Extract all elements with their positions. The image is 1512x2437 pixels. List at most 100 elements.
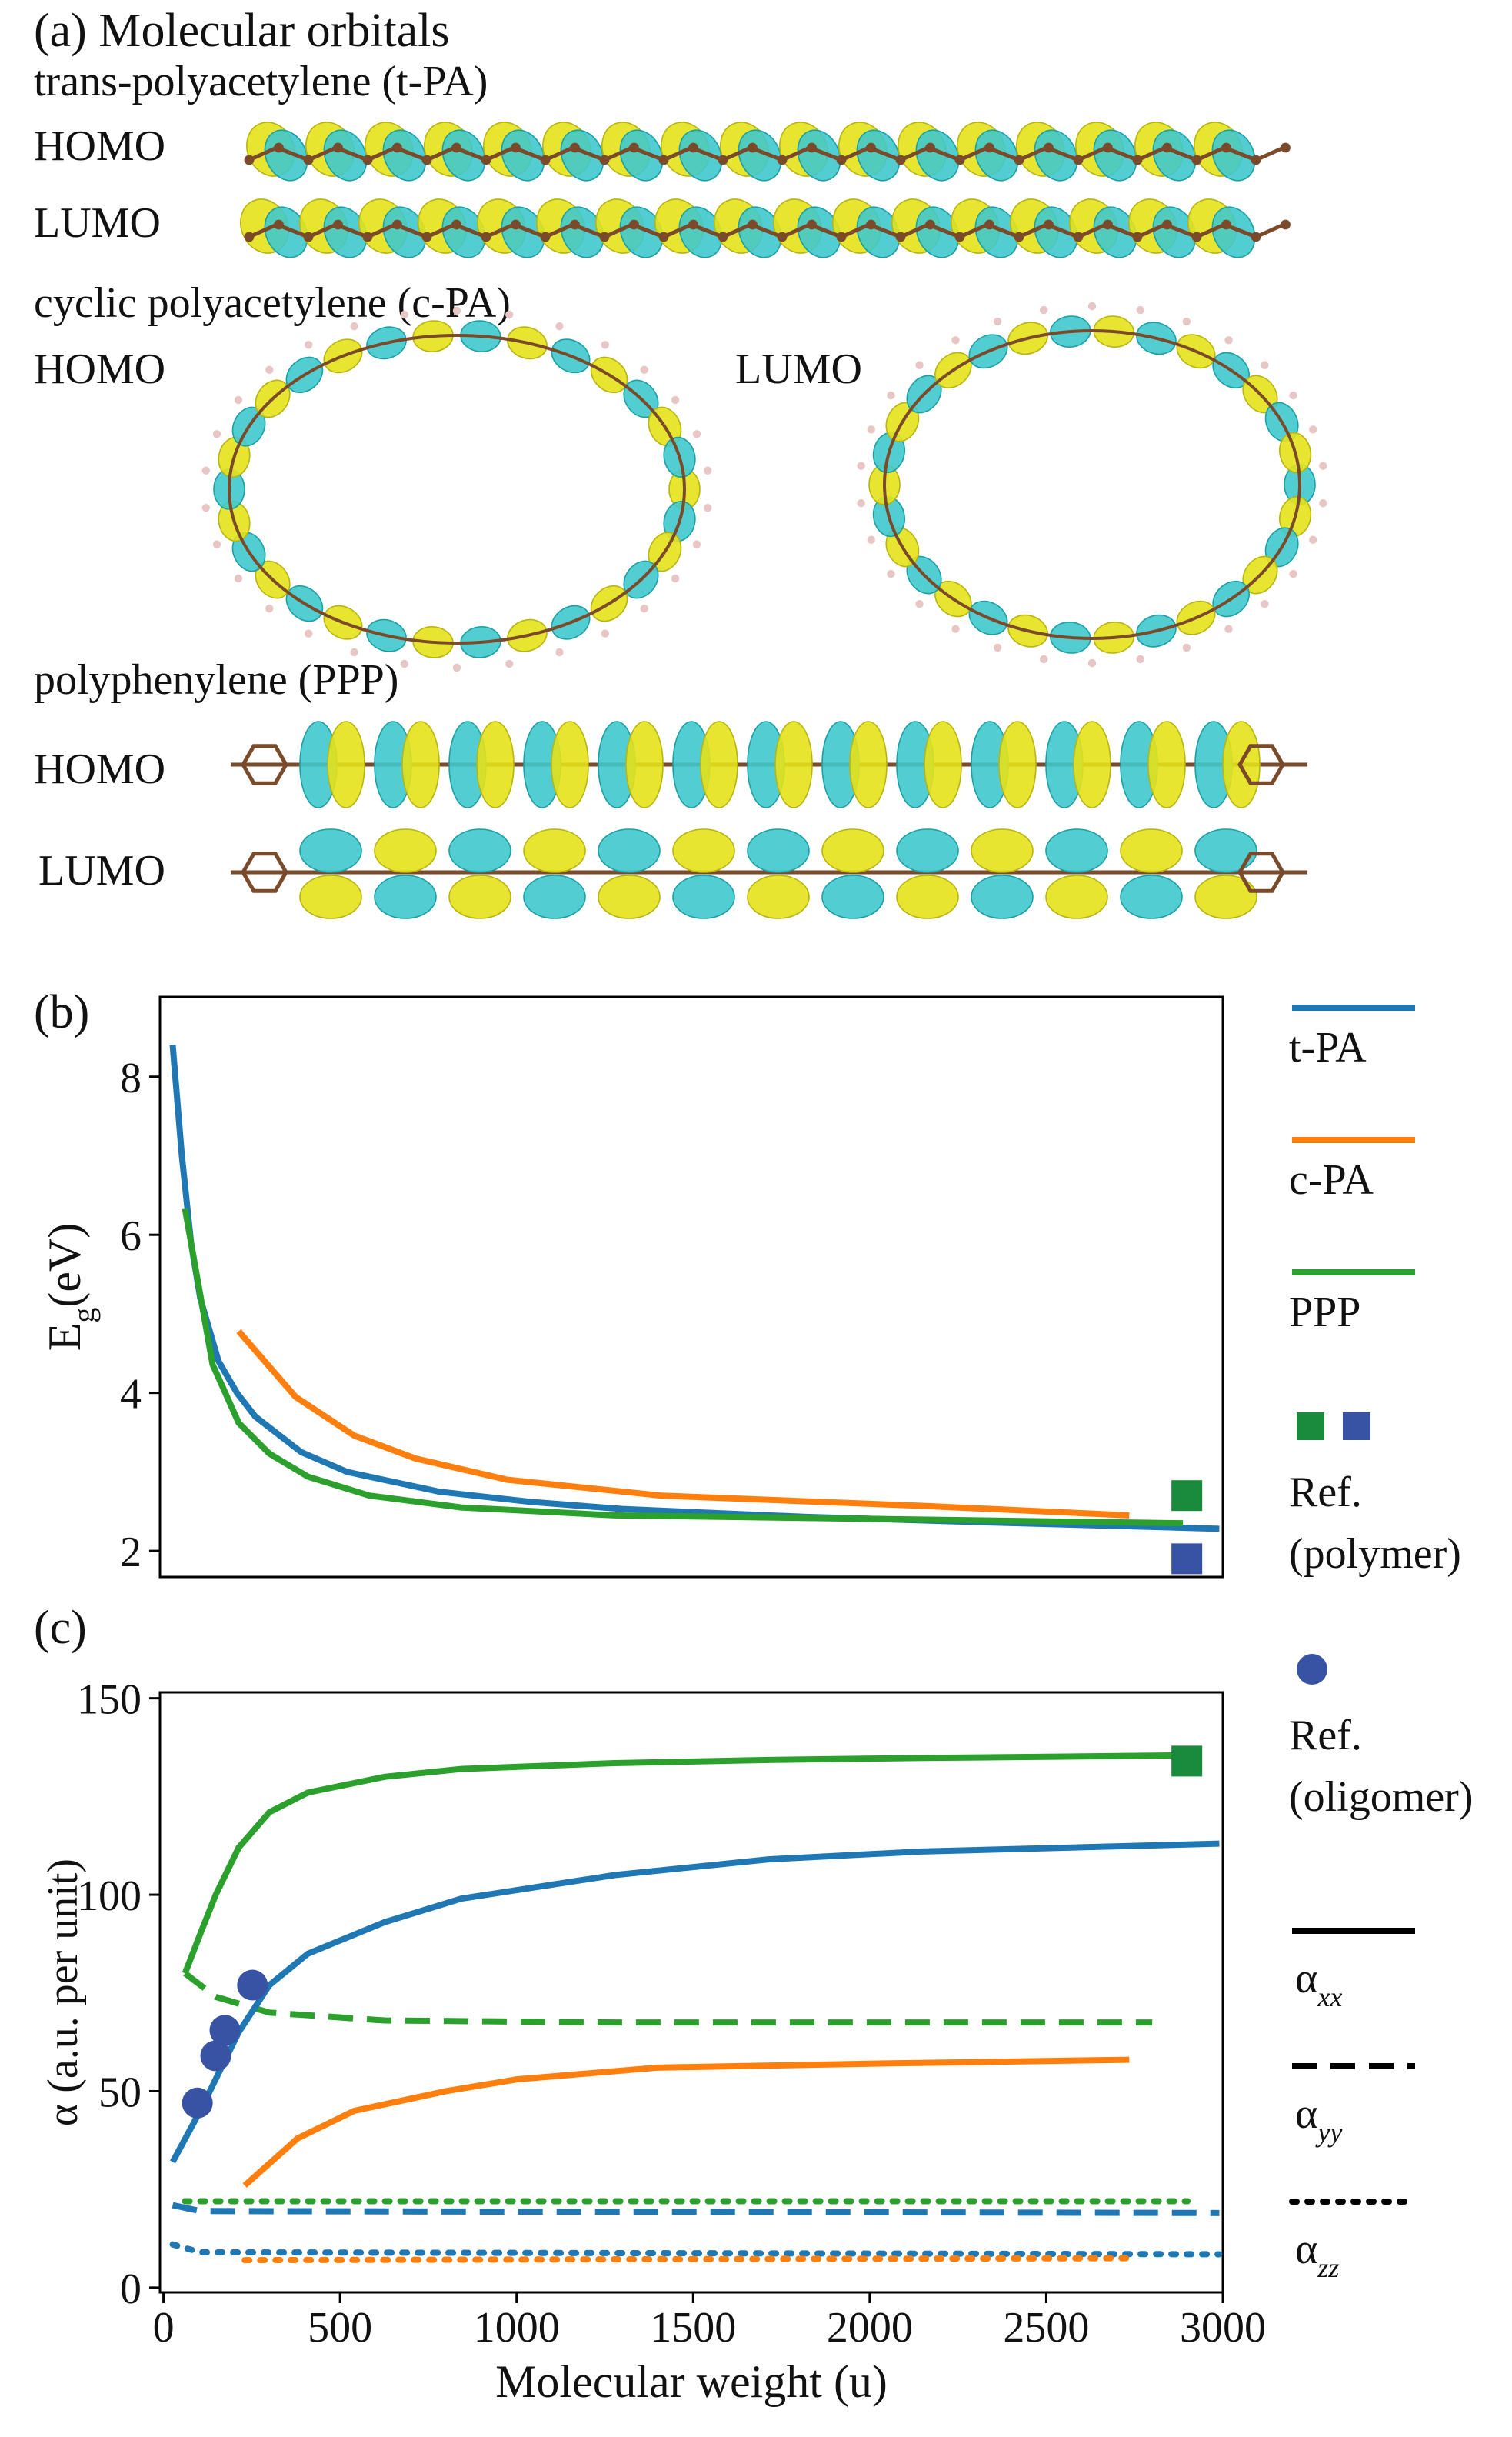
ref-marker xyxy=(1171,1480,1203,1512)
atom xyxy=(1289,391,1297,400)
atom xyxy=(1182,643,1191,652)
atom xyxy=(915,361,924,369)
atom xyxy=(1040,655,1048,664)
legend-label: c-PA xyxy=(1289,1156,1374,1204)
atom xyxy=(1044,142,1054,153)
ring-backbone xyxy=(228,334,686,645)
atom xyxy=(836,155,847,165)
atom xyxy=(601,341,609,349)
atom xyxy=(1191,232,1202,242)
atom xyxy=(1309,425,1317,434)
orbital-lobe xyxy=(299,875,362,919)
atom xyxy=(836,232,847,242)
ref-marker xyxy=(209,2015,241,2046)
series-line xyxy=(169,2241,1223,2258)
atom xyxy=(1251,232,1261,242)
atom xyxy=(1319,499,1327,508)
legend-label: Ref. (polymer) xyxy=(1289,1469,1461,1578)
orbital-lobe xyxy=(598,828,661,873)
section-title: trans-polyacetylene (t-PA) xyxy=(34,58,488,105)
atom xyxy=(915,600,924,608)
orbital-lobe xyxy=(382,129,427,182)
atom xyxy=(555,322,564,331)
orbital-lobe xyxy=(1120,828,1183,873)
series-line xyxy=(183,1971,1153,2026)
orbital-lobe xyxy=(1034,129,1078,182)
orbital-label: LUMO xyxy=(38,847,165,895)
atom xyxy=(570,142,580,153)
ref-marker xyxy=(1171,1543,1203,1575)
orbital-lobe xyxy=(401,721,440,808)
legend-label: αzz xyxy=(1295,2225,1339,2283)
orbital-lobe xyxy=(856,129,901,182)
orbital-lobe xyxy=(1194,828,1257,873)
legend-label-main: α xyxy=(1295,1955,1317,2002)
atom xyxy=(511,219,521,230)
orbital-lobe xyxy=(1211,129,1256,182)
atom xyxy=(201,466,210,475)
panel-label: (c) xyxy=(34,1602,87,1654)
orbital-lobe xyxy=(672,828,735,873)
orbital-lobe xyxy=(797,129,841,182)
y-axis-label-sub: g xyxy=(66,1308,101,1323)
orbital-lobe xyxy=(374,875,437,919)
orbital-label: HOMO xyxy=(34,345,165,393)
y-axis-label-rest: (eV) xyxy=(39,1223,90,1308)
orbital-lobe xyxy=(1045,875,1108,919)
atom xyxy=(305,341,313,349)
atom xyxy=(212,540,221,548)
x-tick-label: 500 xyxy=(308,2304,372,2352)
orbital-lobe xyxy=(264,129,308,182)
legend-label-sub: yy xyxy=(1315,2117,1342,2148)
orbital-label: LUMO xyxy=(34,199,161,247)
atom xyxy=(452,663,461,672)
atom xyxy=(1136,655,1144,664)
y-tick-label: 8 xyxy=(120,1055,142,1102)
legend-marker xyxy=(1343,1412,1370,1440)
atom xyxy=(692,540,701,548)
orbital-lobe xyxy=(1152,129,1197,182)
y-tick-label: 150 xyxy=(77,1676,142,1724)
legend-label: Ref. (oligomer) xyxy=(1289,1712,1473,1821)
legend-marker xyxy=(1297,1412,1324,1440)
atom xyxy=(421,232,432,242)
orbital-lobe xyxy=(625,721,664,808)
panel-label: (b) xyxy=(34,986,89,1038)
orbital-lobe xyxy=(821,828,884,873)
atom xyxy=(274,219,284,230)
atom xyxy=(777,232,788,242)
atom xyxy=(748,142,758,153)
ref-marker xyxy=(237,1969,268,2001)
orbital-lobe xyxy=(327,721,365,808)
atom xyxy=(303,232,314,242)
orbital-lobe xyxy=(551,721,589,808)
atom xyxy=(540,232,551,242)
ring-backbone xyxy=(883,329,1301,640)
atom xyxy=(1087,658,1097,668)
atom xyxy=(1087,302,1097,311)
atom xyxy=(234,395,243,405)
atom xyxy=(1182,317,1191,326)
atom xyxy=(857,462,865,470)
x-tick-label: 3000 xyxy=(1180,2304,1266,2352)
x-axis-label: Molecular weight (u) xyxy=(495,2356,888,2407)
atom xyxy=(481,155,491,165)
atom xyxy=(350,322,358,331)
orbital-lobe xyxy=(441,129,486,182)
atom xyxy=(671,395,680,405)
ref-marker xyxy=(200,2040,231,2072)
phenyl-ring xyxy=(241,852,288,893)
orbital-lobe xyxy=(598,875,661,919)
ref-marker xyxy=(182,2087,213,2119)
orbital-lobe xyxy=(476,721,515,808)
atom xyxy=(333,219,343,230)
atom xyxy=(234,574,243,583)
ref-marker xyxy=(1171,1745,1203,1777)
orbital-lobe xyxy=(374,828,437,873)
atom xyxy=(951,336,960,345)
atom xyxy=(599,155,610,165)
atom xyxy=(601,629,609,638)
atom xyxy=(212,430,221,438)
legend-label: t-PA xyxy=(1289,1024,1367,1072)
